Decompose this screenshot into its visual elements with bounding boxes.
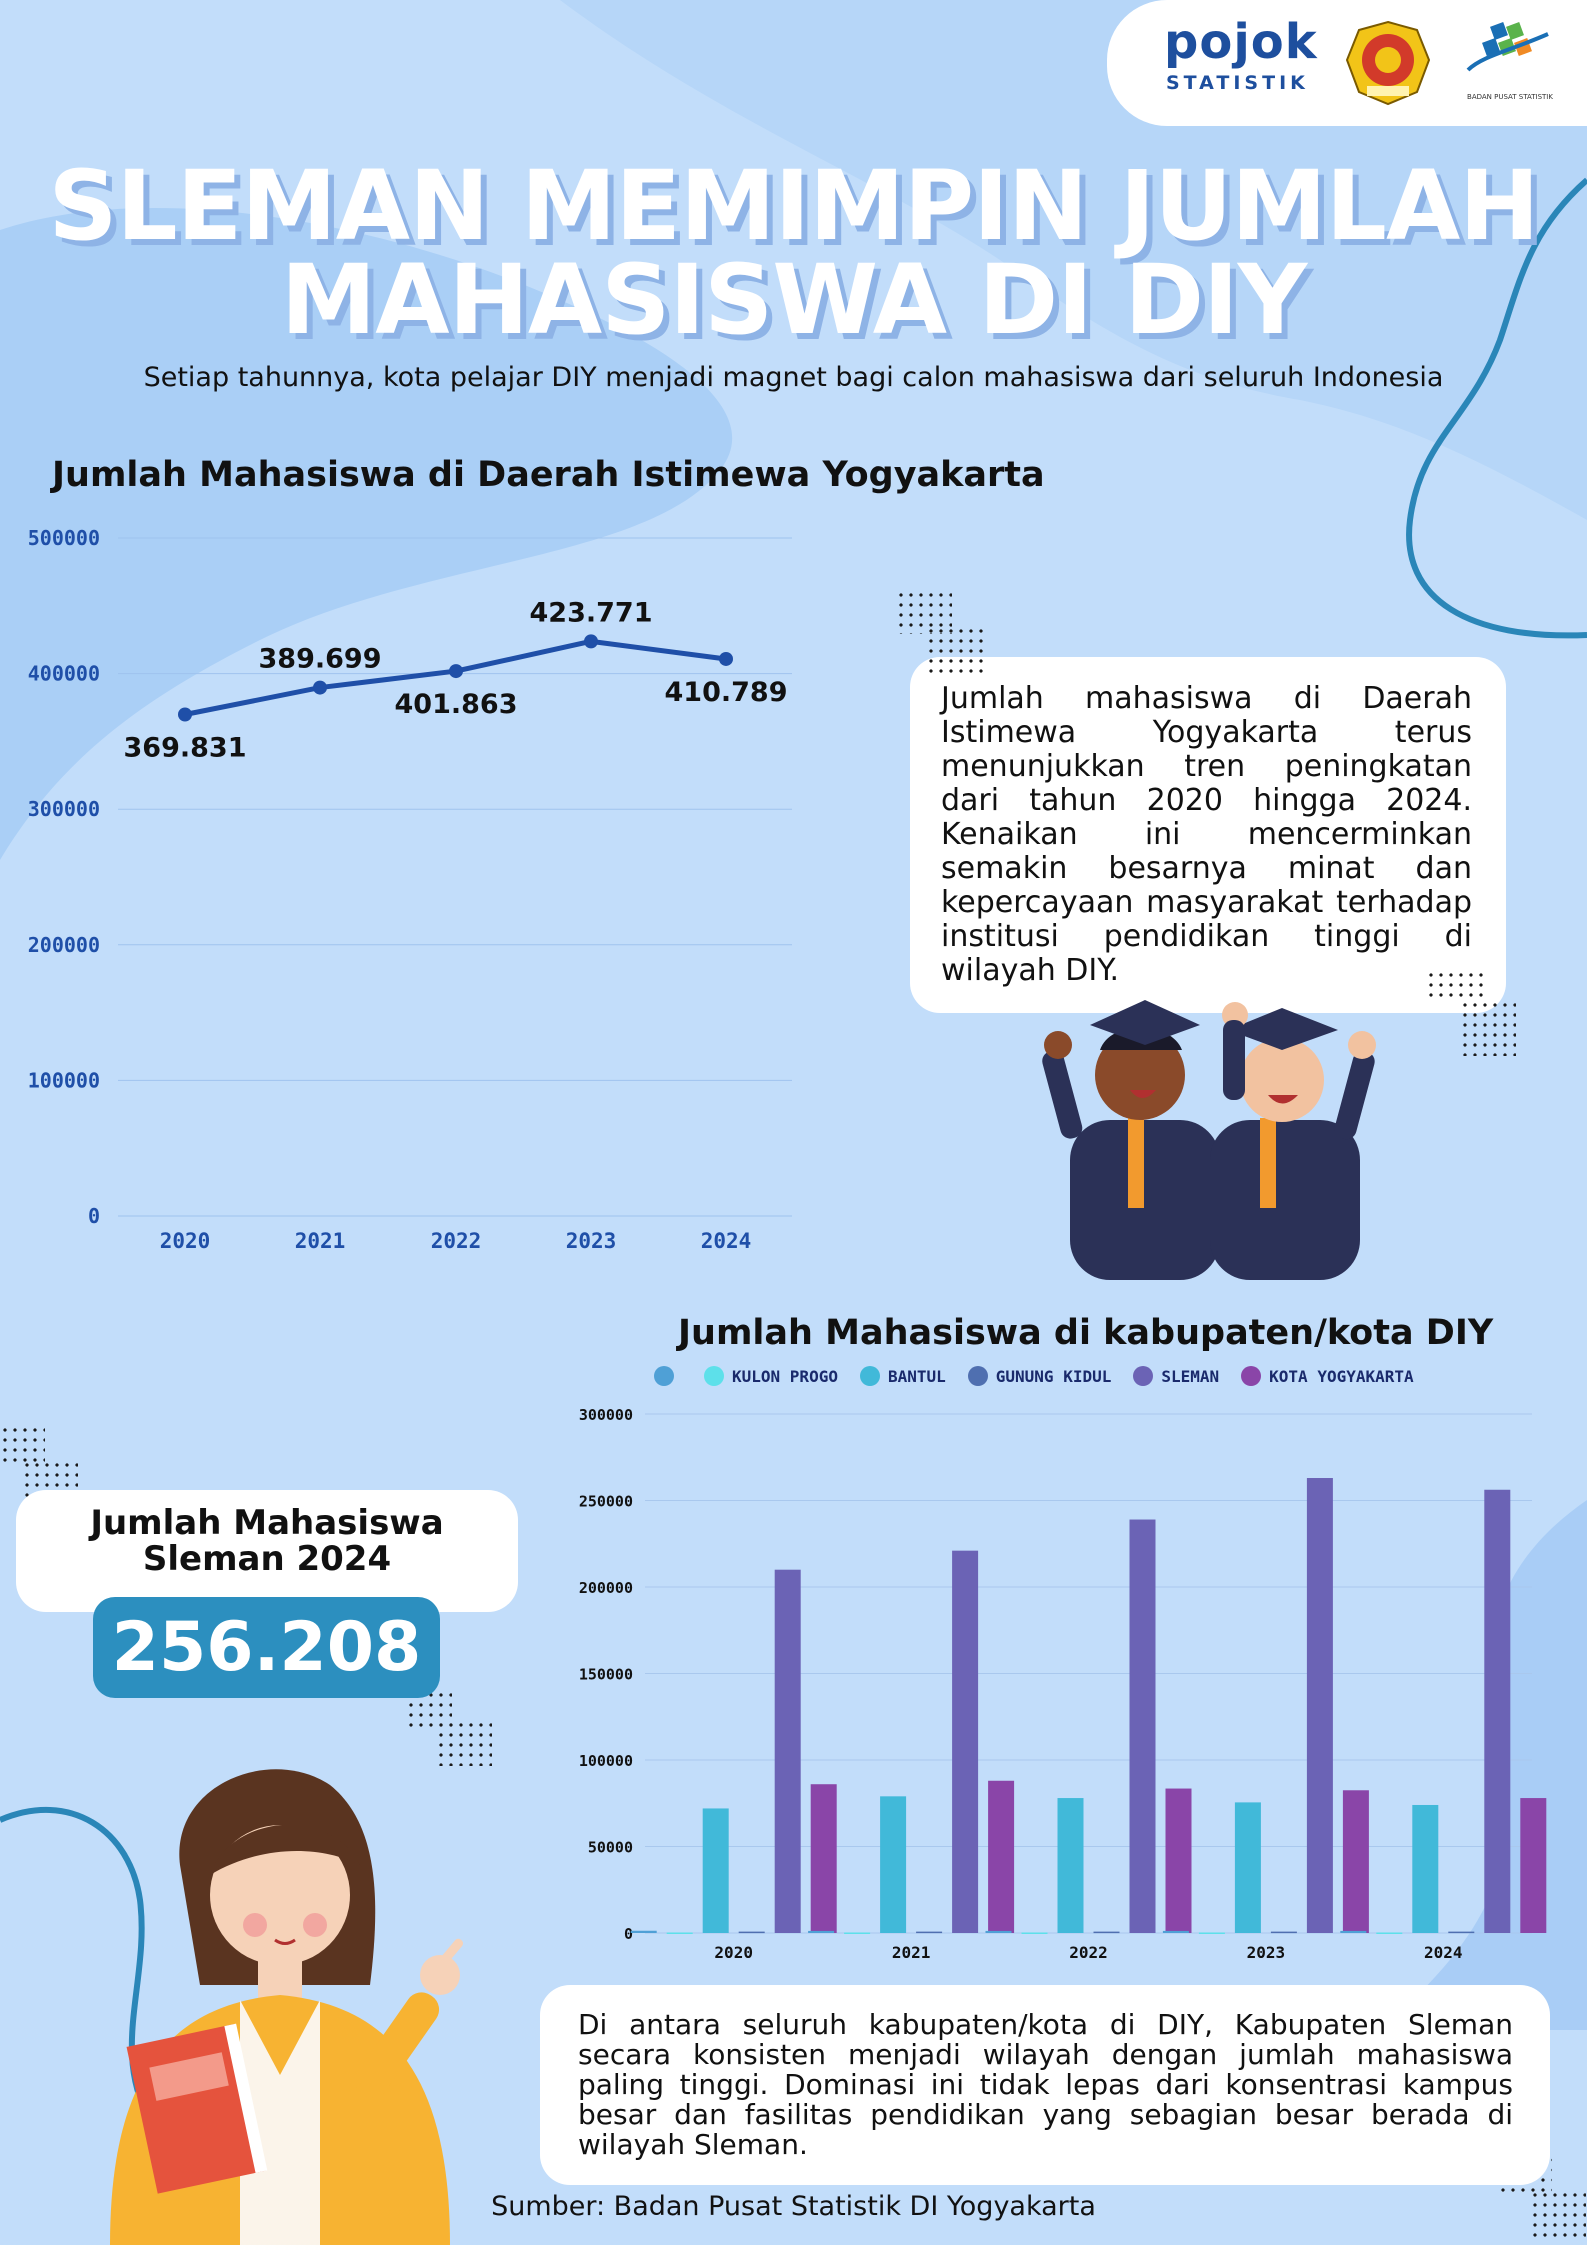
x-tick-label: 2023 [566, 1229, 617, 1253]
dot-pattern [436, 1720, 492, 1766]
bps-logo-caption: BADAN PUSAT STATISTIK [1467, 93, 1553, 101]
info-card-trend [910, 657, 1506, 1013]
legend-swatch [654, 1366, 674, 1386]
legend-item: KULON PROGO [704, 1366, 838, 1386]
pojok-logo: pojok [1164, 14, 1318, 70]
legend-label: BANTUL [887, 1366, 946, 1386]
legend-swatch [704, 1366, 724, 1386]
legend-item: SLEMAN [1133, 1366, 1219, 1386]
legend-swatch [1133, 1366, 1154, 1386]
graduates-illustration [1042, 1000, 1376, 1280]
pojok-logo-subtitle: STATISTIK [1166, 72, 1309, 94]
info-text-trend: Jumlah mahasiswa di Daerah Istimewa Yogy… [941, 681, 1472, 988]
bar-chart-legend: KULON PROGO BANTUL GUNUNG KIDUL SLEMAN K… [654, 1366, 1524, 1386]
legend-swatch [1241, 1366, 1262, 1386]
data-point [313, 680, 327, 695]
data-label: 389.699 [259, 644, 382, 675]
bps-logo-icon [1466, 22, 1549, 72]
legend-swatch [859, 1366, 880, 1386]
y-tick-label: 200000 [28, 933, 100, 957]
source-note: Sumber: Badan Pusat Statistik DI Yogyaka… [491, 2191, 1096, 2222]
data-label: 410.789 [665, 677, 788, 708]
data-point [719, 651, 733, 666]
legend-label: SLEMAN [1161, 1366, 1220, 1386]
y-tick-label: 100000 [28, 1068, 100, 1092]
line-chart: 0 100000 200000 300000 400000 500000 2020 2021 2… [28, 526, 792, 1253]
legend-label: KULON PROGO [732, 1366, 838, 1386]
legend-item: KOTA YOGYAKARTA [1241, 1366, 1414, 1386]
student-illustration [110, 1769, 464, 2245]
x-tick-label: 2022 [431, 1229, 482, 1253]
y-tick-label: 0 [88, 1204, 100, 1228]
y-tick-label: 300000 [28, 797, 100, 821]
legend-item: BANTUL [859, 1366, 946, 1386]
bar-chart-title: Jumlah Mahasiswa di kabupaten/kota DIY [678, 1313, 1494, 1353]
data-point [449, 664, 463, 679]
dot-pattern [1530, 2190, 1586, 2240]
legend-label: GUNUNG KIDUL [995, 1366, 1112, 1386]
main-title-line-2: MAHASISWA DI DIY [280, 244, 1308, 356]
legend-label: KOTA YOGYAKARTA [1269, 1366, 1414, 1386]
x-tick-label: 2020 [160, 1229, 211, 1253]
info-text-sleman: Di antara seluruh kabupaten/kota di DIY,… [578, 2008, 1513, 2161]
data-label: 369.831 [124, 733, 247, 764]
main-title-line-1: SLEMAN MEMIMPIN JUMLAH [48, 150, 1539, 262]
legend-item: GUNUNG KIDUL [967, 1366, 1112, 1386]
y-tick-label: 400000 [28, 662, 100, 686]
sleman-label-card [16, 1490, 518, 1612]
y-tick-label: 500000 [28, 526, 100, 550]
data-point [178, 707, 192, 722]
x-tick-label: 2021 [295, 1229, 346, 1253]
sleman-label-line-1: Jumlah Mahasiswa [90, 1503, 444, 1543]
data-point [584, 634, 598, 649]
x-tick-label: 2024 [701, 1229, 752, 1253]
legend-swatch [967, 1366, 988, 1386]
logo-panel [1107, 0, 1587, 126]
dot-pattern [1426, 970, 1486, 1000]
sleman-label-line-2: Sleman 2024 [142, 1539, 392, 1579]
dot-pattern [926, 626, 986, 676]
data-label: 423.771 [530, 597, 653, 628]
info-card-sleman [540, 1985, 1550, 2185]
subtitle: Setiap tahunnya, kota pelajar DIY menjad… [143, 362, 1444, 393]
dot-pattern [1460, 1000, 1516, 1056]
university-seal-icon [1345, 20, 1431, 106]
data-label: 401.863 [395, 689, 518, 720]
dot-pattern [0, 1425, 45, 1465]
sleman-value-badge: 256.208 [93, 1597, 440, 1698]
line-chart-title: Jumlah Mahasiswa di Daerah Istimewa Yogy… [52, 455, 1045, 495]
legend-item [654, 1366, 682, 1386]
